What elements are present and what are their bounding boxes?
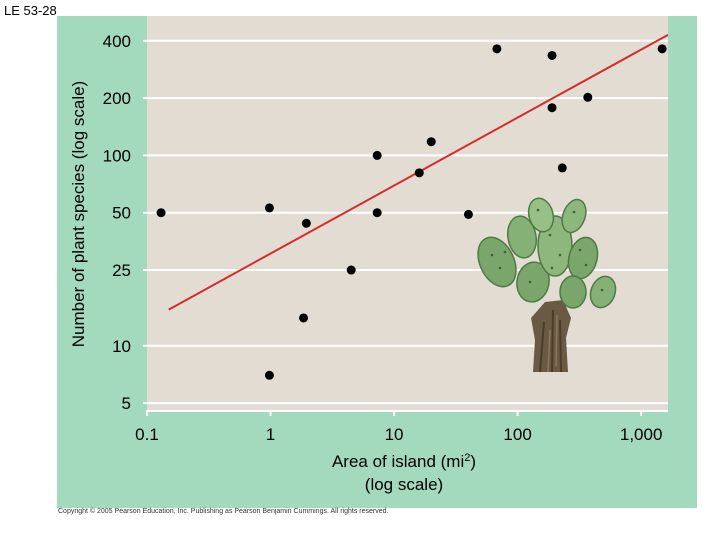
y-tick-label: 200 [103, 89, 131, 108]
slide-label: LE 53-28 [4, 3, 57, 18]
data-point [156, 208, 166, 218]
x-tick-label: 1,000 [620, 425, 663, 444]
data-point [426, 137, 436, 147]
x-axis-title-line-2: (log scale) [365, 475, 443, 494]
data-point [583, 92, 593, 102]
data-point [264, 370, 274, 380]
data-point [492, 44, 502, 54]
data-point [299, 313, 309, 323]
cactus-plant-illustration [477, 197, 617, 373]
data-points [156, 44, 667, 380]
data-point [372, 208, 382, 218]
data-point [657, 44, 667, 54]
data-point [547, 50, 557, 60]
y-tick-label: 25 [112, 261, 131, 280]
x-tick-label: 10 [385, 425, 404, 444]
y-tick-label: 100 [103, 146, 131, 165]
data-point [547, 103, 557, 113]
data-point [264, 203, 274, 213]
data-point [301, 218, 311, 228]
data-point [414, 168, 424, 178]
x-tick-labels: 0.1 1 10 100 1,000 [135, 425, 662, 444]
data-point [463, 209, 473, 219]
y-axis-title: Number of plant species (log scale) [69, 81, 88, 347]
y-tick-label: 5 [122, 394, 131, 413]
data-point [372, 150, 382, 160]
data-point [557, 163, 567, 173]
x-tick-label: 100 [503, 425, 531, 444]
x-axis-title-line-1: Area of island (mi2) [332, 452, 476, 471]
x-tick-label: 1 [266, 425, 275, 444]
x-tick-label: 0.1 [135, 425, 159, 444]
y-tick-label: 400 [103, 32, 131, 51]
y-tick-label: 50 [112, 204, 131, 223]
copyright-notice: Copyright © 2005 Pearson Education, Inc.… [58, 508, 389, 515]
data-point [346, 265, 356, 275]
y-tick-label: 10 [112, 337, 131, 356]
y-tick-labels: 5 10 25 50 100 200 400 [103, 32, 131, 413]
